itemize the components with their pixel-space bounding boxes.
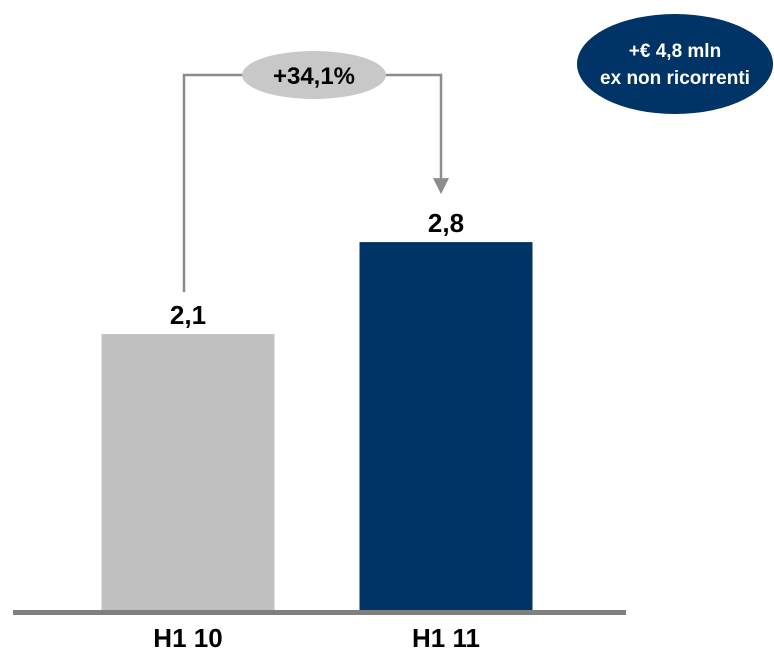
bar-h1-10 [101,334,275,610]
category-label-h1-10: H1 10 [153,623,222,653]
value-label-h1-10: 2,1 [170,300,206,330]
note-badge-line2: ex non ricorrenti [600,68,750,89]
note-badge-line1: +€ 4,8 mln [629,41,721,62]
category-label-h1-11: H1 11 [412,623,480,653]
note-badge [577,14,773,114]
x-axis-baseline [13,610,626,615]
growth-bubble [242,51,386,99]
value-label-h1-11: 2,8 [428,208,464,238]
growth-arrowhead [433,178,449,195]
growth-label: +34,1% [273,63,355,90]
bar-h1-11 [359,242,533,610]
